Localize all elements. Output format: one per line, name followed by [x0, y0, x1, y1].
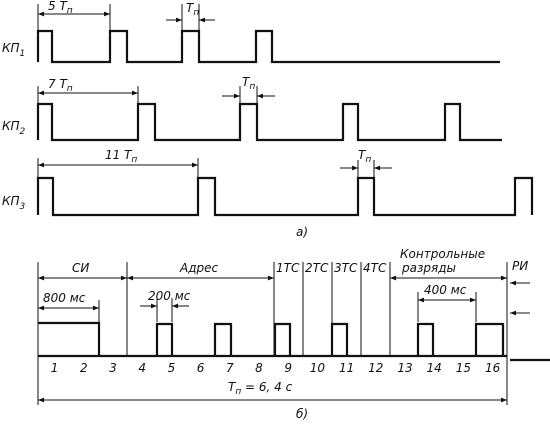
row-label: КП2	[2, 119, 26, 137]
slot-number: 13	[397, 361, 412, 375]
group-label: СИ	[72, 261, 89, 275]
slot-number: 15	[456, 361, 471, 375]
frame-diagram: СИ Адрес 1ТС 2ТС 3ТС 4ТС Контрольные раз…	[37, 247, 550, 421]
slot-number: 3	[109, 361, 117, 375]
duration-label: 400 мс	[424, 283, 467, 297]
slot-number: 8	[255, 361, 263, 375]
slot-number: 1	[51, 361, 59, 375]
slot-number: 14	[427, 361, 442, 375]
group-label: Контрольные	[400, 247, 485, 261]
pulse-label: Tп	[358, 148, 371, 165]
signal	[36, 29, 500, 64]
signal	[36, 176, 534, 217]
slot-number: 6	[197, 361, 205, 375]
pulses	[38, 321, 505, 356]
slot-number: 5	[168, 361, 176, 375]
caption: б)	[296, 407, 308, 421]
interval-label: 7 Tп	[48, 77, 73, 94]
duration-label: 800 мс	[43, 291, 86, 305]
pulse-label: Tп	[186, 1, 199, 18]
row-label: КП3	[2, 194, 26, 212]
group-label: 3ТС	[334, 261, 358, 275]
group-label: разряды	[401, 261, 456, 275]
interval-label: 11 Tп	[105, 148, 137, 165]
slot-number: 4	[138, 361, 146, 375]
row-2: КП2 7 Tп Tп	[2, 75, 502, 142]
slot-number: 16	[485, 361, 501, 375]
group-label: Адрес	[179, 261, 219, 275]
slot-number: 10	[310, 361, 326, 375]
signal	[36, 102, 502, 142]
group-label: РИ	[512, 259, 528, 273]
group-label: 4ТС	[363, 261, 387, 275]
slot-number: 9	[284, 361, 292, 375]
row-3: КП3 11 Tп Tп	[2, 148, 534, 217]
slot-number: 2	[80, 361, 88, 375]
period-label: Tп = 6, 4 с	[228, 380, 293, 397]
slot-number: 11	[339, 361, 354, 375]
caption: а)	[296, 225, 308, 239]
group-label: 1ТС	[276, 261, 300, 275]
slot-number: 12	[368, 361, 383, 375]
duration-label: 200 мс	[148, 289, 191, 303]
group-label: 2ТС	[305, 261, 329, 275]
pulse-label: Tп	[242, 75, 255, 92]
row-1: КП1 5 Tп Tп	[2, 0, 500, 64]
interval-label: 5 Tп	[48, 0, 73, 16]
row-label: КП1	[2, 41, 25, 59]
slot-number: 7	[226, 361, 234, 375]
